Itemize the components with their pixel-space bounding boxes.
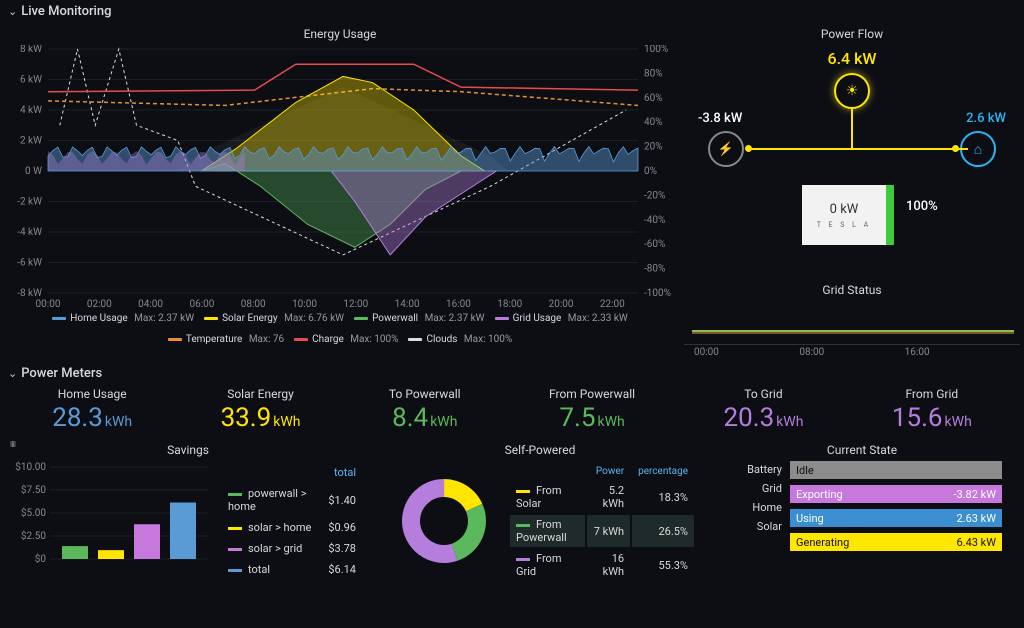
cs-label: Grid xyxy=(722,482,782,495)
cs-label: Battery xyxy=(722,463,782,476)
meter-from-grid: From Grid 15.6kWh xyxy=(892,387,972,433)
meter-to-powerwall: To Powerwall 8.4kWh xyxy=(389,387,461,433)
svg-text:$7.50: $7.50 xyxy=(21,483,46,496)
svg-text:08:00: 08:00 xyxy=(241,299,266,310)
svg-text:$0: $0 xyxy=(35,552,47,565)
svg-text:22:00: 22:00 xyxy=(600,299,625,310)
legend-item[interactable]: Powerwall Max: 2.37 kW xyxy=(354,313,485,324)
tesla-brand-label: T E S L A xyxy=(817,221,871,229)
energy-usage-chart[interactable]: 8 kW 6 kW 4 kW 2 kW 0 W -2 kW -4 kW -6 kW -8 kW 1… xyxy=(4,45,676,311)
legend-item[interactable]: Clouds Max: 100% xyxy=(408,334,512,345)
meter-to-grid: To Grid 20.3kWh xyxy=(723,387,803,433)
self-powered-row: From Solar5.2 kWh18.3% xyxy=(510,481,694,513)
svg-text:02:00: 02:00 xyxy=(87,299,112,310)
svg-text:60%: 60% xyxy=(644,93,663,104)
panel-title-energy-usage: Energy Usage xyxy=(4,27,676,41)
self-powered-row: From Powerwall7 kWh26.5% xyxy=(510,515,694,547)
svg-text:0%: 0% xyxy=(644,166,657,177)
svg-text:$10.00: $10.00 xyxy=(15,461,46,473)
savings-row: solar > grid$3.78 xyxy=(222,539,362,558)
svg-text:80%: 80% xyxy=(644,68,663,79)
svg-text:-2 kW: -2 kW xyxy=(17,197,42,208)
cs-label: Home xyxy=(722,501,782,514)
solar-icon: ☀ xyxy=(834,73,870,109)
meter-solar-energy: Solar Energy 33.9kWh xyxy=(221,387,301,433)
pf-battery-value: 0 kW xyxy=(830,202,859,217)
svg-text:04:00: 04:00 xyxy=(138,299,163,310)
power-flow-diagram: 6.4 kW ☀ -3.8 kW ⚡ 2.6 kW ⌂ xyxy=(684,45,1020,275)
chevron-down-icon: ⌄ xyxy=(8,367,17,380)
svg-text:16:00: 16:00 xyxy=(446,299,471,310)
svg-text:00:00: 00:00 xyxy=(36,299,61,310)
grid-tower-icon: ⚡ xyxy=(708,131,744,167)
pf-home-value: 2.6 kW xyxy=(966,111,1006,126)
info-icon[interactable]: i xyxy=(10,441,16,447)
meter-from-powerwall: From Powerwall 7.5kWh xyxy=(549,387,635,433)
chevron-down-icon: ⌄ xyxy=(8,5,17,18)
svg-text:-4 kW: -4 kW xyxy=(17,227,42,238)
cs-bar: Exporting-3.82 kW xyxy=(790,485,1002,503)
legend-item[interactable]: Grid Usage Max: 2.33 kW xyxy=(495,313,628,324)
panel-title-self-powered: Self-Powered xyxy=(384,443,696,457)
svg-text:$2.50: $2.50 xyxy=(21,529,46,542)
svg-text:14:00: 14:00 xyxy=(395,299,420,310)
svg-text:20:00: 20:00 xyxy=(549,299,574,310)
savings-bar-chart[interactable]: $10.00 $7.50 $5.00 $2.50 $0 xyxy=(12,461,212,581)
legend-item[interactable]: Charge Max: 100% xyxy=(294,334,398,345)
svg-text:0 W: 0 W xyxy=(25,166,42,177)
svg-text:12:00: 12:00 xyxy=(343,299,368,310)
svg-text:-100%: -100% xyxy=(644,288,671,299)
meter-home-usage: Home Usage 28.3kWh xyxy=(52,387,132,433)
cs-bar: Using2.63 kW xyxy=(790,509,1002,527)
legend-item[interactable]: Solar Energy Max: 6.76 kW xyxy=(204,313,344,324)
svg-text:06:00: 06:00 xyxy=(189,299,214,310)
pf-battery-percent: 100% xyxy=(906,199,938,214)
section-power-meters[interactable]: ⌄ Power Meters xyxy=(0,362,1024,385)
svg-text:-40%: -40% xyxy=(644,215,665,226)
svg-text:8 kW: 8 kW xyxy=(20,45,42,55)
savings-row: total$6.14 xyxy=(222,560,362,579)
svg-text:2 kW: 2 kW xyxy=(20,136,42,147)
panel-title-power-flow: Power Flow xyxy=(684,27,1020,41)
svg-text:18:00: 18:00 xyxy=(497,299,522,310)
svg-text:100%: 100% xyxy=(644,45,668,55)
panel-title-current-state: Current State xyxy=(716,443,1008,457)
savings-row: powerwall > home$1.40 xyxy=(222,484,362,516)
savings-table: total powerwall > home$1.40solar > home$… xyxy=(220,461,364,581)
cs-label: Solar xyxy=(722,520,782,533)
svg-text:-20%: -20% xyxy=(644,190,665,201)
svg-text:-80%: -80% xyxy=(644,264,665,275)
battery-level-bar xyxy=(886,185,894,245)
svg-text:20%: 20% xyxy=(644,142,663,153)
svg-text:-6 kW: -6 kW xyxy=(17,258,42,269)
self-powered-row: From Grid16 kWh55.3% xyxy=(510,549,694,581)
section-title: Power Meters xyxy=(21,366,102,381)
savings-row: solar > home$0.96 xyxy=(222,518,362,537)
svg-text:-60%: -60% xyxy=(644,239,665,250)
pf-grid-value: -3.8 kW xyxy=(698,111,742,126)
self-powered-donut[interactable] xyxy=(384,461,504,584)
energy-usage-legend: Home Usage Max: 2.37 kW Solar Energy Max:… xyxy=(4,311,676,347)
pf-solar-value: 6.4 kW xyxy=(827,49,876,68)
section-title: Live Monitoring xyxy=(21,4,111,19)
panel-title-savings: Savings xyxy=(12,443,364,457)
svg-text:10:00: 10:00 xyxy=(292,299,317,310)
svg-text:40%: 40% xyxy=(644,117,663,128)
svg-text:4 kW: 4 kW xyxy=(20,105,42,116)
cs-bar: Idle xyxy=(790,461,1002,479)
section-live-monitoring[interactable]: ⌄ Live Monitoring xyxy=(0,0,1024,23)
panel-title-grid-status: Grid Status xyxy=(684,283,1020,297)
svg-text:$5.00: $5.00 xyxy=(21,506,46,519)
tesla-battery-box: 0 kW T E S L A xyxy=(802,185,886,245)
legend-item[interactable]: Home Usage Max: 2.37 kW xyxy=(52,313,194,324)
legend-item[interactable]: Temperature Max: 76 xyxy=(168,334,284,345)
grid-status-chart[interactable] xyxy=(684,301,1020,345)
grid-status-ticks: 00:00 08:00 16:00 xyxy=(684,345,1020,358)
svg-text:6 kW: 6 kW xyxy=(20,75,42,86)
self-powered-table: Powerpercentage From Solar5.2 kWh18.3%Fr… xyxy=(508,462,696,583)
svg-text:-8 kW: -8 kW xyxy=(17,288,42,299)
cs-bar: Generating6.43 kW xyxy=(790,533,1002,551)
